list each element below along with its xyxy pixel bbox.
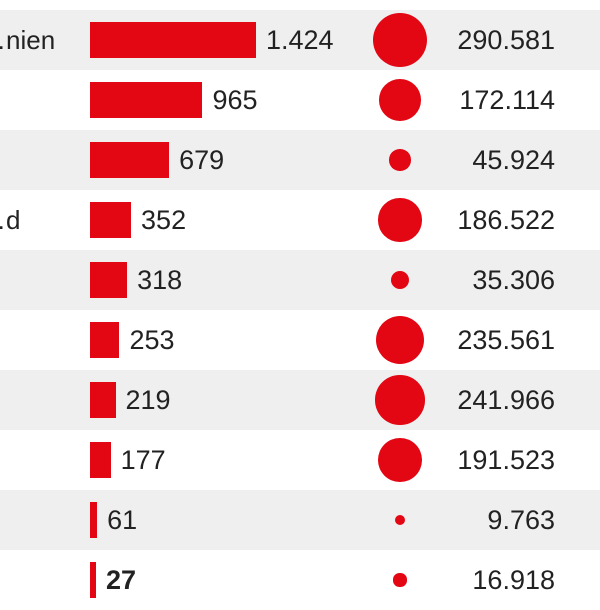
table-row: 61 9.763 (0, 490, 600, 550)
table-row: …nien 1.424 290.581 (0, 10, 600, 70)
bubble (389, 149, 411, 171)
bubble (390, 270, 410, 290)
bar-value-label: 177 (120, 445, 166, 475)
bar (90, 562, 96, 598)
bar (90, 142, 170, 178)
bubble (375, 375, 425, 425)
bubble-value-label: 235.561 (457, 325, 555, 355)
bubble-value-label: 186.522 (457, 205, 555, 235)
bubble (378, 438, 422, 482)
bar-value-label: 27 (106, 565, 137, 595)
bubble (375, 315, 425, 365)
bubble-value-label: 290.581 (457, 25, 555, 55)
bar-value-label: 318 (137, 265, 183, 295)
bubble-value-label: 191.523 (457, 445, 555, 475)
bubble-value-label: 45.924 (472, 145, 555, 175)
bar (90, 82, 203, 118)
bubble-value-label: 9.763 (487, 505, 555, 535)
bar (90, 322, 120, 358)
bar (90, 202, 132, 238)
table-row: 219 241.966 (0, 370, 600, 430)
table-row: 318 35.306 (0, 250, 600, 310)
table-row: 679 45.924 (0, 130, 600, 190)
bar-value-label: 219 (125, 385, 171, 415)
table-row: 27 16.918 (0, 550, 600, 610)
bar-value-label: 679 (179, 145, 225, 175)
bar-value-label: 352 (141, 205, 187, 235)
bubble (379, 79, 421, 121)
bubble-value-label: 35.306 (472, 265, 555, 295)
bubble-value-label: 241.966 (457, 385, 555, 415)
bar-value-label: 1.424 (266, 25, 334, 55)
bubble (395, 515, 405, 525)
bar (90, 502, 98, 538)
table-row: …d 352 186.522 (0, 190, 600, 250)
table-row: 177 191.523 (0, 430, 600, 490)
category-label: …nien (0, 25, 56, 55)
bubble-value-label: 172.114 (459, 85, 555, 115)
bar-value-label: 965 (212, 85, 258, 115)
category-label: …d (0, 205, 21, 235)
bar (90, 22, 256, 58)
table-row: 965 172.114 (0, 70, 600, 130)
bubble (393, 573, 407, 587)
bubble-value-label: 16.918 (472, 565, 555, 595)
bubble (378, 198, 422, 242)
bar (90, 262, 128, 298)
bubble (373, 13, 427, 67)
table-row: 253 235.561 (0, 310, 600, 370)
bar-value-label: 61 (107, 505, 138, 535)
bar-value-label: 253 (129, 325, 175, 355)
bar (90, 382, 116, 418)
bar (90, 442, 111, 478)
